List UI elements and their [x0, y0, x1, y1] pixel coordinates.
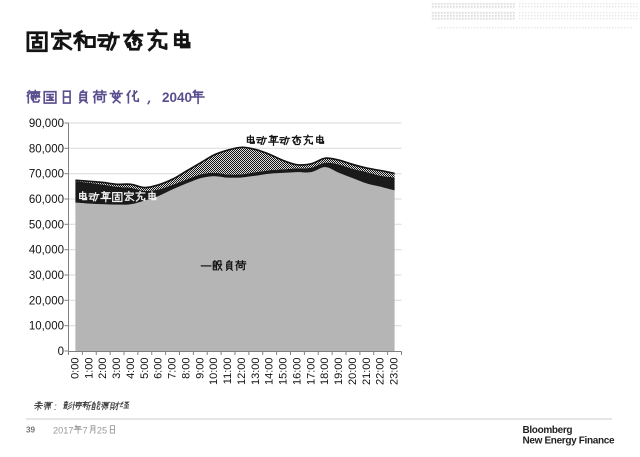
svg-text:19:00: 19:00 — [333, 358, 345, 386]
svg-text:23:00: 23:00 — [389, 358, 401, 386]
svg-text:1:00: 1:00 — [83, 358, 95, 379]
svg-text:7:00: 7:00 — [167, 358, 179, 379]
svg-text:60,000: 60,000 — [29, 194, 64, 206]
svg-text::: : — [54, 402, 57, 413]
svg-text:15:00: 15:00 — [278, 358, 290, 386]
svg-text:Bloomberg: Bloomberg — [523, 425, 573, 436]
svg-text:2040: 2040 — [162, 90, 192, 105]
svg-text:21:00: 21:00 — [361, 358, 373, 386]
svg-text:12:00: 12:00 — [236, 358, 248, 386]
svg-text:80,000: 80,000 — [29, 143, 64, 155]
svg-text:6:00: 6:00 — [153, 358, 165, 379]
svg-text:17:00: 17:00 — [305, 358, 317, 386]
svg-text:0:00: 0:00 — [69, 358, 81, 379]
svg-text:40,000: 40,000 — [29, 245, 64, 257]
svg-text:New Energy Finance: New Energy Finance — [523, 436, 615, 447]
svg-text:13:00: 13:00 — [250, 358, 262, 386]
svg-text:18:00: 18:00 — [319, 358, 331, 386]
svg-text:7: 7 — [83, 425, 88, 435]
svg-text:0: 0 — [58, 346, 64, 358]
svg-text:11:00: 11:00 — [222, 358, 234, 385]
svg-text:25: 25 — [97, 425, 107, 435]
svg-text:3:00: 3:00 — [111, 358, 123, 379]
svg-text:20,000: 20,000 — [29, 295, 64, 307]
svg-text:4:00: 4:00 — [125, 358, 137, 379]
svg-text:90,000: 90,000 — [29, 118, 64, 130]
svg-text:5:00: 5:00 — [139, 358, 151, 379]
svg-text:2017: 2017 — [53, 425, 73, 435]
svg-text:10:00: 10:00 — [208, 358, 220, 386]
svg-text:2:00: 2:00 — [97, 358, 109, 379]
svg-text:14:00: 14:00 — [264, 358, 276, 386]
svg-text:22:00: 22:00 — [375, 358, 387, 386]
svg-text:16:00: 16:00 — [291, 358, 303, 386]
svg-text:50,000: 50,000 — [29, 219, 64, 231]
svg-text:20:00: 20:00 — [347, 358, 359, 386]
svg-text:8:00: 8:00 — [180, 358, 192, 379]
svg-text:30,000: 30,000 — [29, 270, 64, 282]
svg-text:70,000: 70,000 — [29, 169, 64, 181]
svg-text:9:00: 9:00 — [194, 358, 206, 379]
svg-text:39: 39 — [26, 426, 36, 435]
svg-text:10,000: 10,000 — [29, 321, 64, 333]
